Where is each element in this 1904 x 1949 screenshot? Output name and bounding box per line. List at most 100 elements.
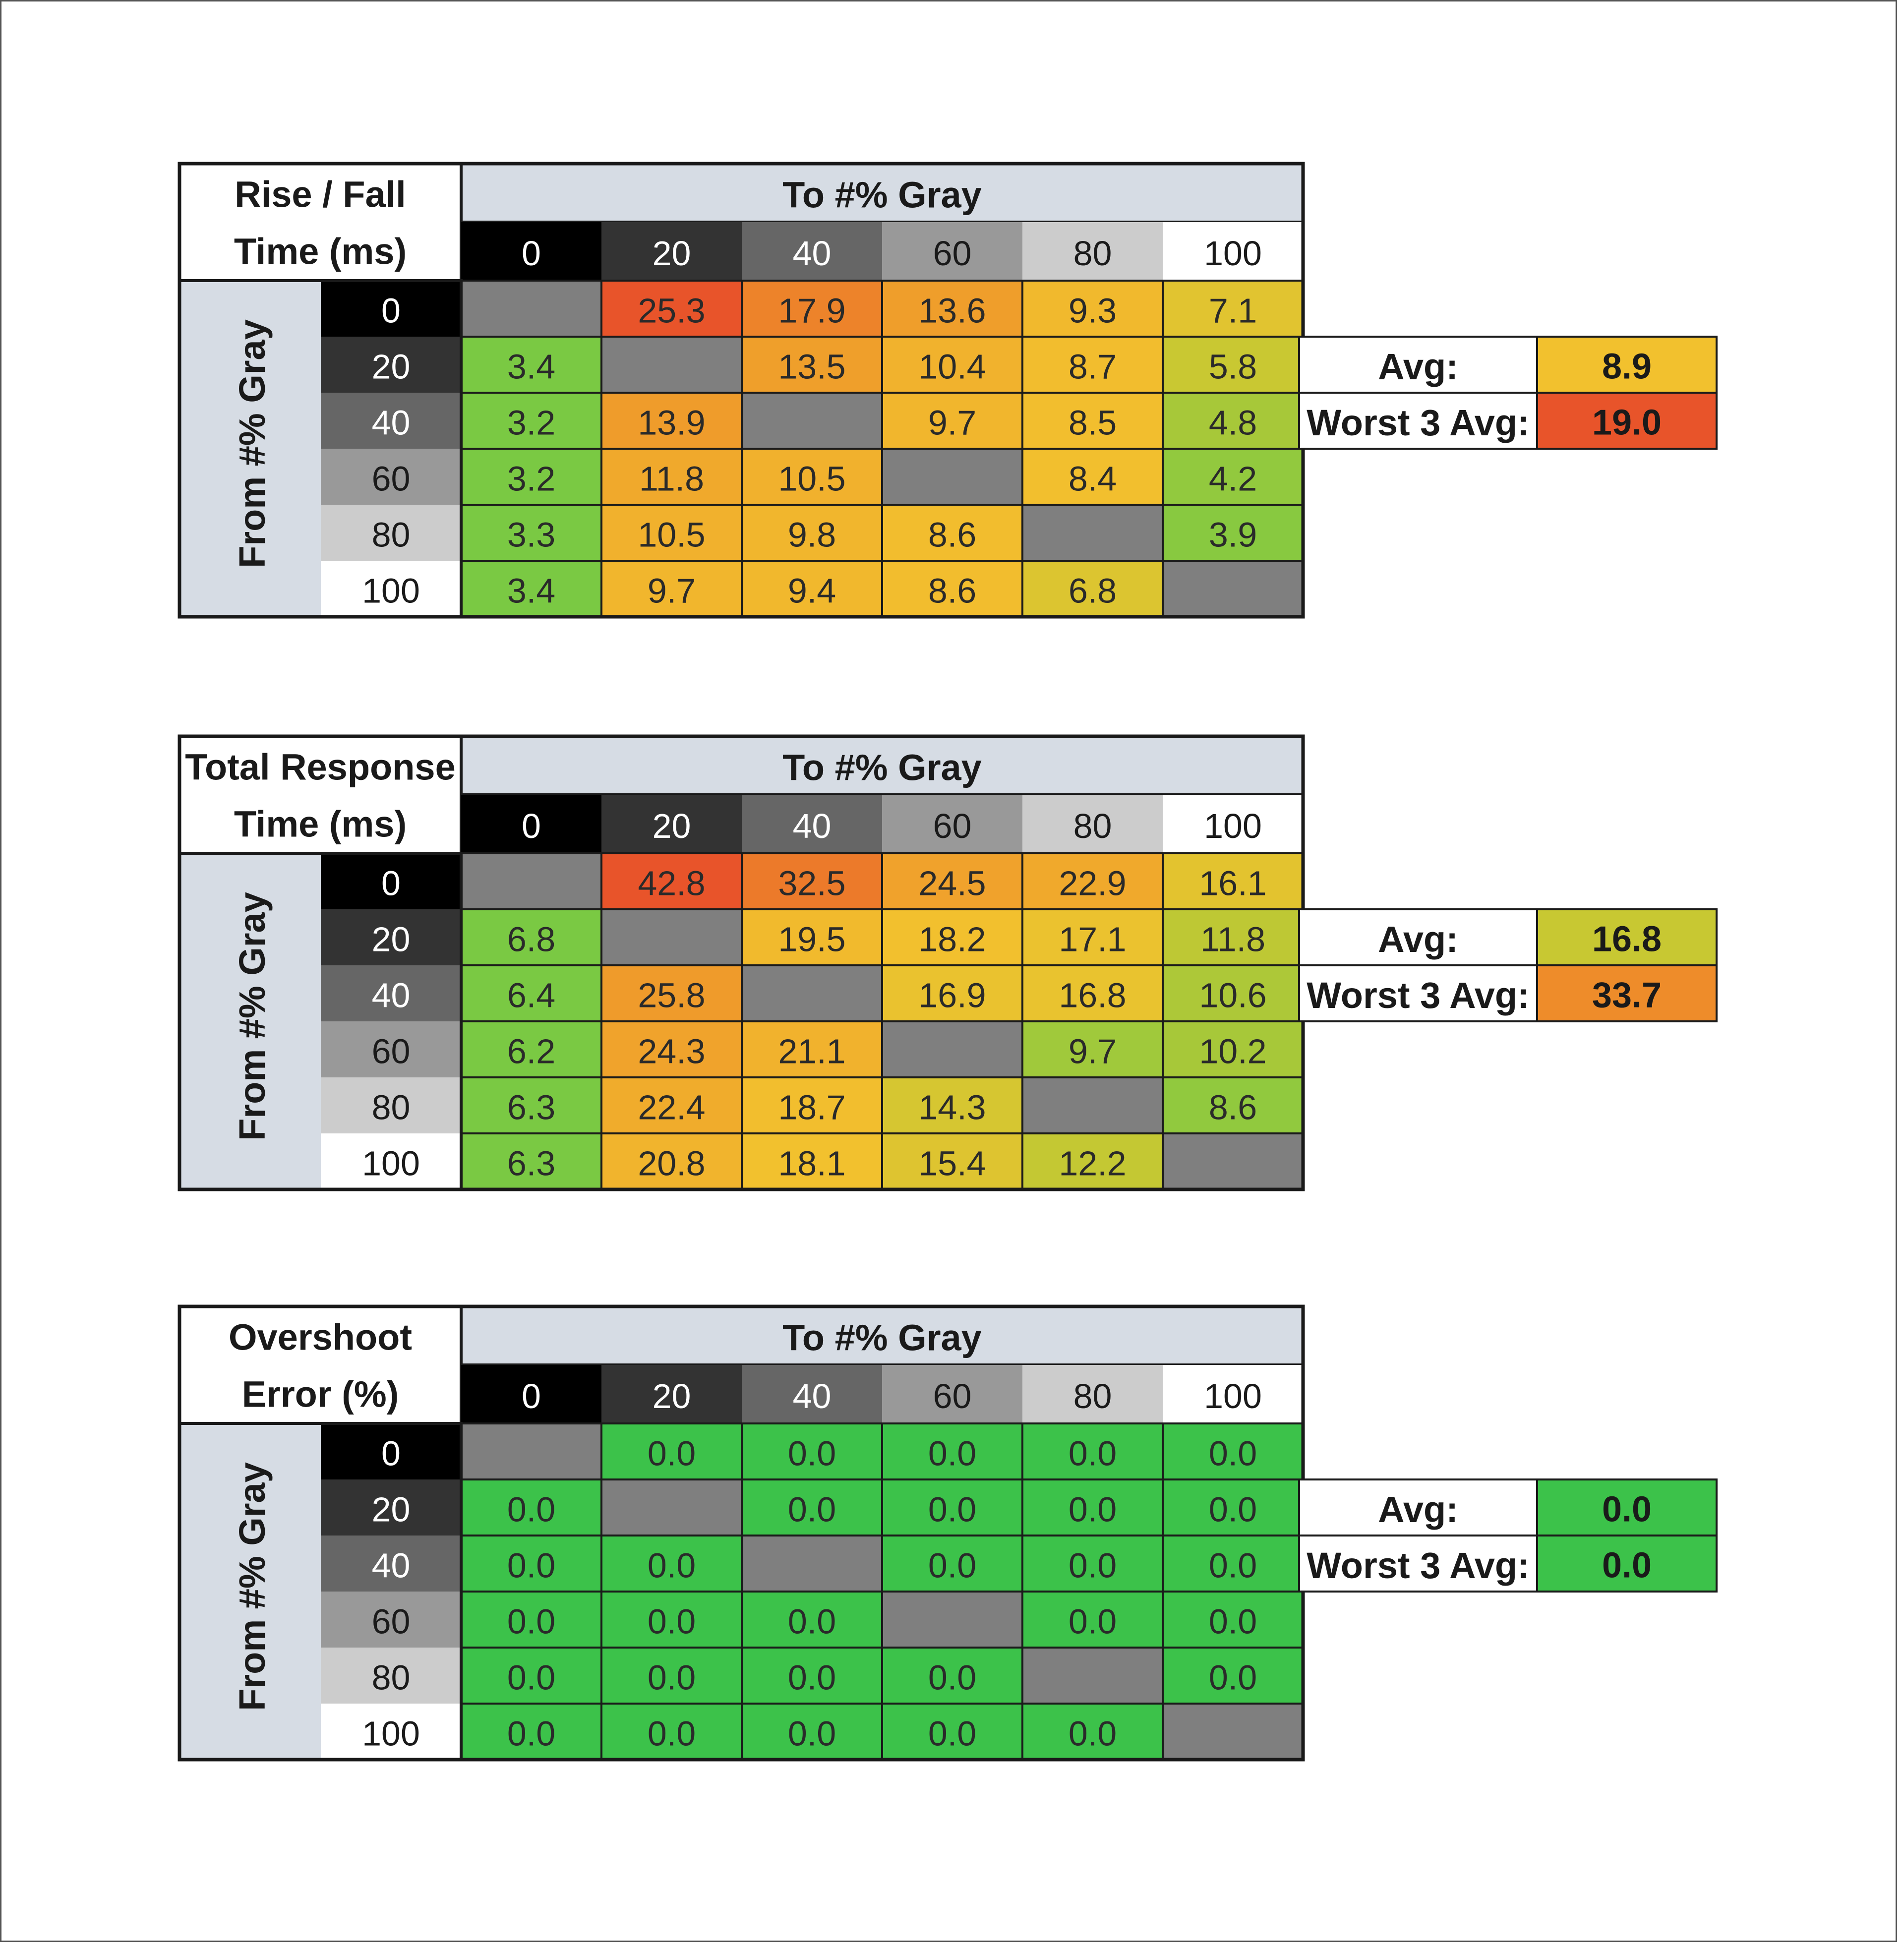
summary-label: Worst 3 Avg: bbox=[1307, 975, 1530, 1016]
row-tick-cell bbox=[321, 909, 461, 965]
value-cell bbox=[600, 1076, 743, 1134]
value-label: 11.8 bbox=[1200, 920, 1265, 959]
row-tick-label: 80 bbox=[372, 1088, 411, 1127]
value-cell bbox=[460, 448, 602, 506]
y-axis-label: From #% Gray bbox=[232, 892, 273, 1141]
value-label: 0.0 bbox=[928, 1658, 976, 1697]
value-label: 12.2 bbox=[1059, 1144, 1126, 1183]
value-label: 6.8 bbox=[1069, 572, 1117, 610]
value-label: 3.4 bbox=[507, 348, 555, 386]
value-label: 0.0 bbox=[507, 1546, 555, 1585]
summary-value-box bbox=[1536, 1535, 1718, 1593]
value-label: 0.0 bbox=[507, 1714, 555, 1753]
y-axis-label: From #% Gray bbox=[232, 1462, 273, 1711]
ylabel-band bbox=[179, 853, 321, 1189]
value-label: 24.3 bbox=[638, 1032, 705, 1071]
column-tick-cell bbox=[461, 222, 601, 281]
column-tick-label: 0 bbox=[522, 234, 541, 273]
row-tick-cell bbox=[321, 281, 461, 337]
column-tick-cell bbox=[601, 795, 742, 853]
row-tick-cell bbox=[321, 1536, 461, 1592]
row-tick-label: 60 bbox=[372, 1032, 411, 1071]
value-label: 0.0 bbox=[1069, 1434, 1117, 1473]
value-label: 10.5 bbox=[638, 516, 705, 554]
row-tick-label: 80 bbox=[372, 516, 411, 554]
value-label: 0.0 bbox=[928, 1434, 976, 1473]
value-label: 21.1 bbox=[778, 1032, 845, 1071]
value-cell bbox=[881, 280, 1023, 338]
chart-title-line: Error (%) bbox=[242, 1374, 399, 1415]
summary-value: 8.9 bbox=[1602, 347, 1652, 387]
value-cell bbox=[460, 1020, 602, 1078]
diagonal-cell bbox=[881, 448, 1023, 506]
diagonal-cell bbox=[460, 1422, 602, 1480]
row-tick-label: 20 bbox=[372, 920, 411, 959]
row-tick-cell bbox=[321, 1423, 461, 1479]
value-cell bbox=[1162, 392, 1304, 450]
value-label: 0.0 bbox=[1069, 1546, 1117, 1585]
row-tick-label: 0 bbox=[381, 292, 401, 330]
value-label: 0.0 bbox=[1209, 1434, 1257, 1473]
summary-label-box bbox=[1298, 1535, 1538, 1593]
value-cell bbox=[741, 1591, 883, 1649]
value-label: 9.8 bbox=[788, 516, 836, 554]
diagonal-cell bbox=[1162, 1132, 1304, 1190]
row-tick-cell bbox=[321, 1704, 461, 1760]
summary-value: 19.0 bbox=[1592, 403, 1662, 443]
column-tick-label: 100 bbox=[1204, 1377, 1262, 1416]
value-label: 16.8 bbox=[1059, 976, 1126, 1015]
value-cell bbox=[1162, 1647, 1304, 1705]
column-tick-cell bbox=[882, 1365, 1022, 1423]
value-label: 8.6 bbox=[928, 516, 976, 554]
diagonal-cell bbox=[600, 336, 743, 394]
value-label: 0.0 bbox=[1209, 1658, 1257, 1697]
diagonal-cell bbox=[460, 852, 602, 910]
column-tick-label: 0 bbox=[522, 1377, 541, 1416]
column-tick-label: 60 bbox=[933, 807, 972, 845]
row-tick-label: 0 bbox=[381, 864, 401, 903]
value-label: 0.0 bbox=[928, 1714, 976, 1753]
value-label: 9.4 bbox=[788, 572, 836, 610]
value-cell bbox=[460, 336, 602, 394]
value-cell bbox=[881, 504, 1023, 562]
value-label: 13.9 bbox=[638, 404, 705, 442]
value-cell bbox=[1162, 1422, 1304, 1480]
heatmap-svg: Rise / Fall Time (ms) To #% Gray 0 20 40 60 80 1… bbox=[178, 162, 1718, 619]
diagonal-cell bbox=[600, 908, 743, 966]
value-cell bbox=[600, 280, 743, 338]
value-label: 25.3 bbox=[638, 292, 705, 330]
value-cell bbox=[460, 504, 602, 562]
value-cell bbox=[741, 1647, 883, 1705]
row-tick-label: 40 bbox=[372, 1546, 411, 1585]
value-label: 19.5 bbox=[778, 920, 845, 959]
value-label: 4.8 bbox=[1209, 404, 1257, 442]
row-tick-cell bbox=[321, 393, 461, 449]
column-tick-label: 80 bbox=[1073, 807, 1112, 845]
column-tick-cell bbox=[882, 795, 1022, 853]
column-tick-cell bbox=[1163, 795, 1303, 853]
value-label: 14.3 bbox=[918, 1088, 986, 1127]
column-tick-label: 60 bbox=[933, 1377, 972, 1416]
value-label: 9.7 bbox=[1069, 1032, 1117, 1071]
value-cell bbox=[1021, 1020, 1164, 1078]
column-tick-label: 20 bbox=[653, 807, 691, 845]
summary-label-box bbox=[1298, 964, 1538, 1022]
value-label: 22.4 bbox=[638, 1088, 705, 1127]
value-label: 8.4 bbox=[1069, 460, 1117, 498]
column-tick-cell bbox=[1163, 222, 1303, 281]
heatmap-svg: Overshoot Error (%) To #% Gray 0 20 40 60 80 100… bbox=[178, 1304, 1718, 1762]
column-tick-label: 0 bbox=[522, 807, 541, 845]
value-label: 0.0 bbox=[507, 1602, 555, 1641]
summary-label: Worst 3 Avg: bbox=[1307, 402, 1530, 443]
summary-value-box bbox=[1536, 964, 1718, 1022]
value-label: 0.0 bbox=[648, 1602, 696, 1641]
value-cell bbox=[741, 448, 883, 506]
value-cell bbox=[600, 852, 743, 910]
row-tick-cell bbox=[321, 1133, 461, 1189]
value-cell bbox=[741, 560, 883, 618]
row-tick-cell bbox=[321, 853, 461, 909]
value-label: 0.0 bbox=[648, 1658, 696, 1697]
summary-label-box bbox=[1298, 392, 1538, 450]
value-label: 3.2 bbox=[507, 460, 555, 498]
row-tick-cell bbox=[321, 561, 461, 617]
